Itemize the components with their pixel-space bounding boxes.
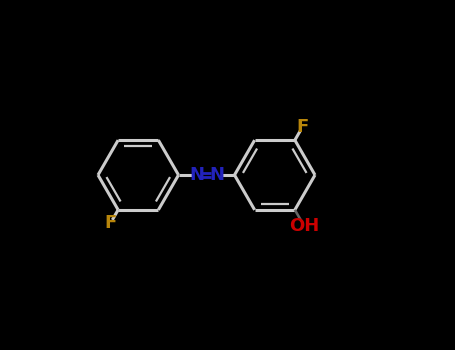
Text: N: N — [189, 166, 204, 184]
Text: N: N — [209, 166, 224, 184]
Text: F: F — [297, 118, 309, 135]
Text: OH: OH — [289, 217, 319, 235]
Text: F: F — [104, 215, 116, 232]
